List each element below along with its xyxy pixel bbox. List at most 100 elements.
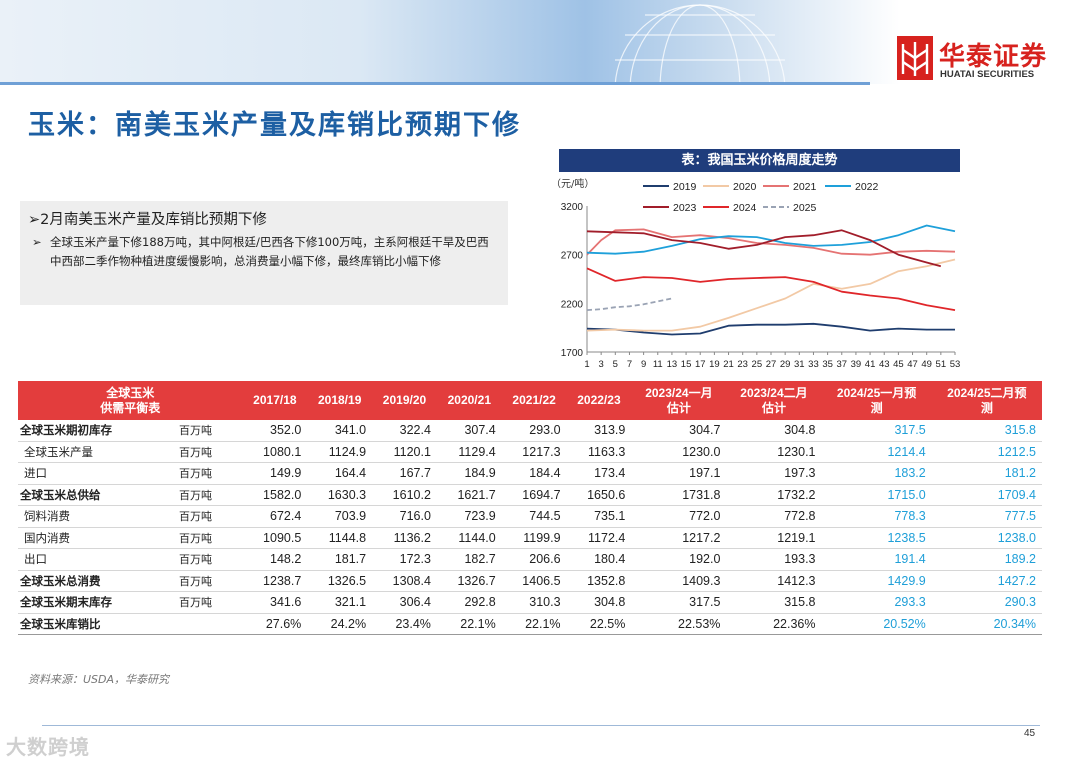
x-tick-label: 47 [907,359,918,370]
series-line-2023 [586,229,942,268]
x-tick-label: 3 [599,359,604,370]
table-cell: 181.7 [307,548,373,571]
table-cell: 304.7 [631,420,727,442]
x-tick-label: 33 [808,359,819,370]
corn-balance-table: 全球玉米 供需平衡表 2017/18 2018/19 2019/20 2020/21 202… [18,381,1042,635]
table-cell: 206.6 [501,548,567,571]
legend-label-2023: 2023 [673,202,697,214]
row-unit: 百万吨 [174,570,243,592]
table-header-cell: 2024/25二月预测 [931,381,1042,420]
chart-title: 表：我国玉米价格周度走势 [559,149,960,172]
globe-decoration [585,0,815,84]
table-cell: 304.8 [566,591,632,614]
table-row: 全球玉米总供给 百万吨 1582.0 1630.3 1610.2 1621.7 1694.7… [18,484,1042,506]
page-number: 45 [1024,728,1036,739]
table-cell: 172.3 [372,548,437,571]
x-tick-label: 39 [851,359,862,370]
x-tick-label: 23 [737,359,748,370]
table-row: 饲料消费 百万吨 672.4 703.9 716.0 723.9 744.5 735.1 772… [18,505,1042,528]
table-cell: 307.4 [436,420,502,442]
y-tick-label: 2200 [561,299,584,310]
table-cell: 148.2 [242,548,308,571]
table-cell: 293.0 [501,420,567,442]
table-cell: 23.4% [372,613,437,635]
company-logo: 华泰证券 HUATAI SECURITIES [897,36,1047,86]
table-cell: 1080.1 [242,441,308,463]
row-label: 进口 [18,462,175,485]
table-cell: 310.3 [501,591,567,614]
legend-label-2025: 2025 [793,202,817,214]
table-header-cell: 2020/21 [436,381,502,420]
table-cell: 1694.7 [501,484,567,506]
row-label: 全球玉米总供给 [18,484,175,506]
table-header-cell: 2019/20 [372,381,437,420]
y-tick-label: 1700 [561,348,584,359]
table-body: 全球玉米期初库存 百万吨 352.0 341.0 322.4 307.4 293.0 313.… [18,420,1042,635]
table-cell: 1630.3 [307,484,373,506]
table-cell: 306.4 [372,591,437,614]
table-cell: 1217.2 [631,527,727,549]
table-header-cell: 2023/24二月 估计 [726,381,822,420]
page-title: 玉米：南美玉米产量及库销比预期下修 [28,110,521,141]
table-cell: 1214.4 [821,441,932,463]
table-cell: 20.34% [931,613,1042,635]
table-cell: 315.8 [931,420,1042,442]
row-unit: 百万吨 [174,484,243,506]
table-cell: 1406.5 [501,570,567,592]
row-label: 出口 [18,548,175,571]
table-cell: 777.5 [931,505,1042,528]
table-header-cell: 2021/22 [501,381,567,420]
table-cell: 149.9 [242,462,308,485]
header-rule [0,82,870,85]
row-label: 饲料消费 [18,505,175,528]
table-cell: 183.2 [821,462,932,485]
row-unit: 百万吨 [174,548,243,571]
table-cell: 1621.7 [436,484,502,506]
legend-label-2020: 2020 [733,181,757,193]
table-cell: 352.0 [242,420,308,442]
table-cell: 22.1% [436,613,502,635]
series-line-2025 [586,297,673,311]
x-tick-label: 5 [613,359,618,370]
row-label: 全球玉米库销比 [18,613,175,635]
y-tick-label: 3200 [561,202,584,213]
series-line-2022 [586,224,956,255]
series-line-2020 [586,258,956,332]
table-cell: 317.5 [631,591,727,614]
table-cell: 1120.1 [372,441,437,463]
x-tick-label: 25 [752,359,763,370]
row-unit: 百万吨 [174,591,243,614]
table-cell: 193.3 [726,548,822,571]
table-cell: 317.5 [821,420,932,442]
legend-label-2022: 2022 [855,181,879,193]
arrow-bullet-icon: ➢ [28,212,41,228]
summary-main-point: ➢2月南美玉米产量及库销比预期下修 [28,208,267,229]
table-cell: 716.0 [372,505,437,528]
table-header-cell: 2017/18 [242,381,308,420]
x-tick-label: 27 [766,359,777,370]
table-cell: 1144.8 [307,527,373,549]
x-tick-label: 13 [667,359,678,370]
row-label: 国内消费 [18,527,175,549]
logo-english-text: HUATAI SECURITIES [940,69,1035,80]
x-tick-label: 37 [836,359,847,370]
table-header-label: 全球玉米 供需平衡表 [18,381,243,420]
table-cell: 189.2 [931,548,1042,571]
legend-label-2019: 2019 [673,181,697,193]
table-cell: 1308.4 [372,570,437,592]
table-cell: 20.52% [821,613,932,635]
table-header-cell: 2018/19 [307,381,373,420]
table-cell: 22.36% [726,613,822,635]
table-cell: 191.4 [821,548,932,571]
table-cell: 1326.7 [436,570,502,592]
table-cell: 304.8 [726,420,822,442]
x-tick-label: 29 [780,359,791,370]
series-line-2019 [586,322,955,336]
row-unit: 百万吨 [174,527,243,549]
table-cell: 341.0 [307,420,373,442]
y-axis-unit: （元/吨） [551,177,594,190]
table-cell: 292.8 [436,591,502,614]
table-cell: 22.1% [501,613,567,635]
table-cell: 1709.4 [931,484,1042,506]
